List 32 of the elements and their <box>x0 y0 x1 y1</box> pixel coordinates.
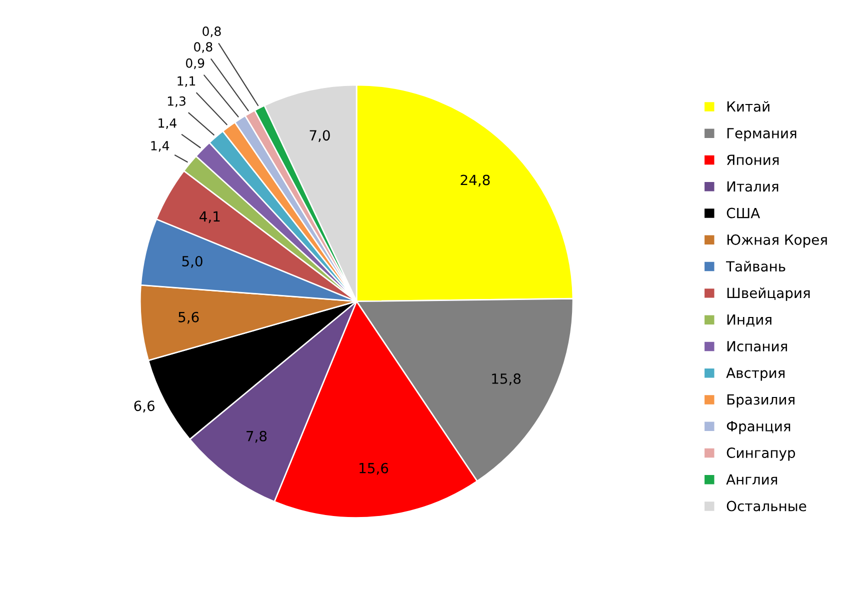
legend-label: Южная Корея <box>727 234 827 248</box>
data-label: 1,1 <box>178 76 196 87</box>
data-label: 15,6 <box>360 462 388 475</box>
legend-label: Австрия <box>726 368 784 381</box>
legend-label: Япония <box>726 154 779 166</box>
data-label: 5,0 <box>182 256 202 268</box>
data-label: 15,8 <box>492 373 521 386</box>
data-label: 7,0 <box>310 130 330 142</box>
data-label: 1,4 <box>158 118 176 130</box>
legend-label: Франция <box>726 421 790 434</box>
legend-label: Индия <box>727 314 772 327</box>
data-label: 0,8 <box>202 26 221 38</box>
data-label: 1,4 <box>151 141 170 152</box>
legend-label: Тайвань <box>726 260 786 272</box>
legend-label: Китай <box>727 101 770 112</box>
data-label: 0,8 <box>194 42 212 53</box>
legend-label: США <box>726 208 760 218</box>
legend-label: Англия <box>726 474 778 484</box>
legend-label: Остальные <box>726 500 806 512</box>
legend-label: Германия <box>727 128 796 142</box>
data-label: 5,6 <box>178 312 199 324</box>
legend-label: Испания <box>727 341 787 352</box>
data-label: 7,8 <box>246 430 267 443</box>
legend-label: Швейцария <box>727 288 810 301</box>
data-label: 4,1 <box>200 211 220 224</box>
data-label: 0,9 <box>186 58 204 70</box>
legend-label: Бразилия <box>727 394 794 408</box>
legend-label: Италия <box>727 181 778 192</box>
data-label: 6,6 <box>134 400 154 413</box>
legend-label: Сингапур <box>726 448 796 461</box>
data-label: 24,8 <box>460 174 490 187</box>
data-label: 1,3 <box>168 96 186 108</box>
